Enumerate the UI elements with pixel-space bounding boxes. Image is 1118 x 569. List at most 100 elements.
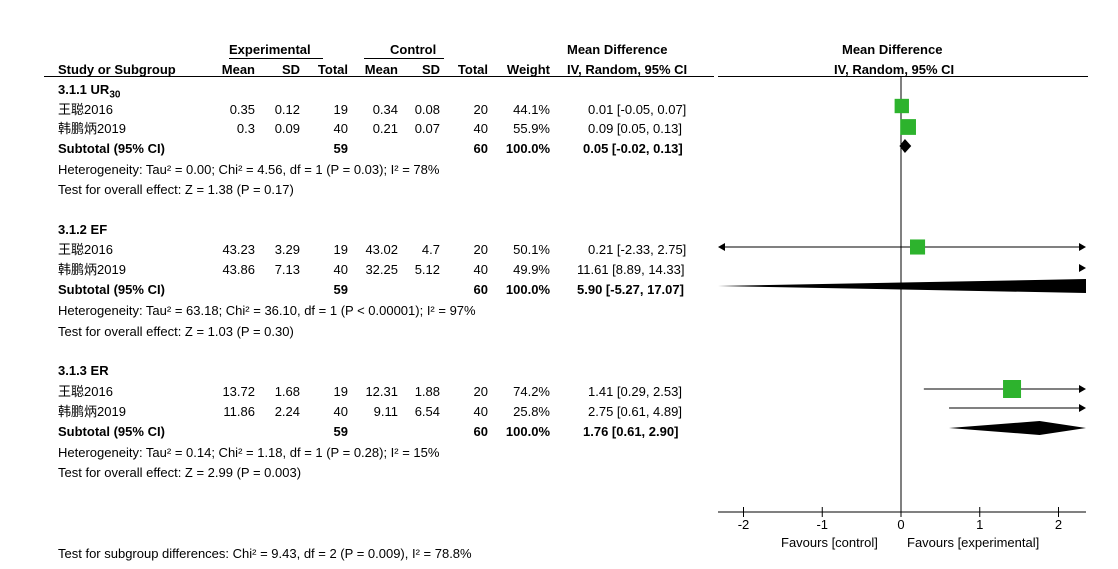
subgroup-differences-text: Test for subgroup differences: Chi² = 9.…	[58, 546, 472, 561]
study-ci: 0.21 [-2.33, 2.75]	[588, 242, 687, 257]
exp-total: 19	[333, 102, 348, 117]
exp-sd: 0.09	[274, 121, 300, 136]
ctrl-mean: 0.21	[372, 121, 398, 136]
overall-effect-text: Test for overall effect: Z = 1.03 (P = 0…	[58, 324, 294, 339]
x-tick-label: 0	[897, 517, 904, 532]
study-ci: 0.01 [-0.05, 0.07]	[588, 102, 687, 117]
heterogeneity-text: Heterogeneity: Tau² = 63.18; Chi² = 36.1…	[58, 303, 476, 318]
subgroup-title: 3.1.1 UR30	[58, 82, 121, 101]
study-weight: 44.1%	[513, 102, 550, 117]
x-tick-label: 2	[1055, 517, 1062, 532]
study-effect-marker	[1003, 380, 1022, 398]
subtotal-diamond	[949, 421, 1086, 435]
exp-total: 19	[333, 242, 348, 257]
ci-arrow-right	[1079, 404, 1086, 412]
x-tick-label: -1	[816, 517, 828, 532]
subtotal-weight: 100.0%	[505, 282, 550, 297]
subgroup-title: 3.1.3 ER	[58, 363, 109, 378]
study-name: 韩鹏炳2019	[58, 262, 126, 277]
control-group-header: Control	[390, 42, 437, 57]
study-weight: 50.1%	[513, 242, 550, 257]
exp-mean-header: Mean	[221, 62, 255, 77]
subtotal-label: Subtotal (95% CI)	[58, 424, 165, 439]
subtotal-ci: 5.90 [-5.27, 17.07]	[577, 282, 684, 297]
study-effect-marker	[894, 98, 909, 114]
md-header-title: Mean Difference	[567, 42, 668, 57]
subtotal-exp-total: 59	[333, 141, 348, 156]
exp-mean: 13.72	[222, 384, 255, 399]
study-weight: 49.9%	[513, 262, 550, 277]
study-name: 韩鹏炳2019	[58, 121, 126, 136]
study-effect-marker	[900, 119, 916, 135]
subtotal-label: Subtotal (95% CI)	[58, 141, 165, 156]
ci-arrow-left	[718, 243, 725, 251]
ctrl-total: 40	[473, 121, 488, 136]
ci-arrow-right	[1079, 264, 1086, 272]
exp-total: 40	[333, 404, 348, 419]
ci-arrow-right	[1079, 243, 1086, 251]
study-ci: 1.41 [0.29, 2.53]	[588, 384, 682, 399]
experimental-group-header: Experimental	[229, 42, 311, 57]
ctrl-sd: 5.12	[414, 262, 440, 277]
favours-control-label: Favours [control]	[781, 535, 878, 550]
study-weight: 25.8%	[513, 404, 550, 419]
ci-arrow-right	[1079, 385, 1086, 393]
study-effect-marker	[909, 239, 926, 255]
study-name: 韩鹏炳2019	[58, 404, 126, 419]
subtotal-weight: 100.0%	[505, 141, 550, 156]
subtotal-ctrl-total: 60	[473, 424, 488, 439]
study-name: 王聪2016	[58, 102, 113, 117]
exp-total: 19	[333, 384, 348, 399]
study-ci: 0.09 [0.05, 0.13]	[588, 121, 682, 136]
weight-header: Weight	[506, 62, 550, 77]
exp-mean: 0.35	[229, 102, 255, 117]
ctrl-total: 20	[473, 242, 488, 257]
exp-total: 40	[333, 121, 348, 136]
ctrl-mean: 12.31	[365, 384, 398, 399]
subtotal-exp-total: 59	[333, 282, 348, 297]
header-rule-left	[44, 76, 714, 77]
subtotal-weight: 100.0%	[505, 424, 550, 439]
subtotal-diamond	[718, 279, 1086, 293]
study-ci: 11.61 [8.89, 14.33]	[577, 262, 685, 277]
overall-effect-text: Test for overall effect: Z = 1.38 (P = 0…	[58, 182, 294, 197]
exp-mean: 11.86	[223, 404, 255, 419]
subtotal-ctrl-total: 60	[473, 282, 488, 297]
ctrl-total: 20	[473, 102, 488, 117]
ctrl-mean: 43.02	[365, 242, 398, 257]
favours-experimental-label: Favours [experimental]	[907, 535, 1040, 550]
exp-sd: 0.12	[274, 102, 300, 117]
ctrl-mean: 32.25	[365, 262, 398, 277]
subtotal-ci: 1.76 [0.61, 2.90]	[583, 424, 679, 439]
x-tick-label: -2	[738, 517, 750, 532]
exp-total-header: Total	[317, 62, 348, 77]
ctrl-total: 40	[473, 404, 488, 419]
ctrl-sd: 4.7	[421, 242, 440, 257]
subtotal-ctrl-total: 60	[473, 141, 488, 156]
study-ci: 2.75 [0.61, 4.89]	[588, 404, 682, 419]
ctrl-sd: 0.07	[414, 121, 440, 136]
exp-mean: 43.23	[222, 242, 255, 257]
plot-method-header: IV, Random, 95% CI	[834, 62, 955, 77]
md-method-header: IV, Random, 95% CI	[567, 62, 688, 77]
heterogeneity-text: Heterogeneity: Tau² = 0.00; Chi² = 4.56,…	[58, 162, 440, 177]
ctrl-sd-header: SD	[421, 62, 440, 77]
exp-mean: 43.86	[222, 262, 255, 277]
ctrl-mean: 9.11	[373, 404, 398, 419]
heterogeneity-text: Heterogeneity: Tau² = 0.14; Chi² = 1.18,…	[58, 445, 440, 460]
subtotal-ci: 0.05 [-0.02, 0.13]	[583, 141, 683, 156]
exp-sd-header: SD	[281, 62, 300, 77]
exp-sd: 3.29	[274, 242, 300, 257]
plot-header-title: Mean Difference	[842, 42, 943, 57]
study-weight: 55.9%	[513, 121, 550, 136]
exp-mean: 0.3	[236, 121, 255, 136]
overall-effect-text: Test for overall effect: Z = 2.99 (P = 0…	[58, 465, 302, 480]
experimental-header-rule	[229, 58, 323, 59]
exp-sd: 7.13	[274, 262, 300, 277]
exp-sd: 1.68	[274, 384, 300, 399]
subgroup-title-subscript: 30	[109, 89, 121, 101]
exp-total: 40	[333, 262, 348, 277]
subgroup-title: 3.1.2 EF	[58, 222, 108, 237]
subtotal-label: Subtotal (95% CI)	[58, 282, 165, 297]
